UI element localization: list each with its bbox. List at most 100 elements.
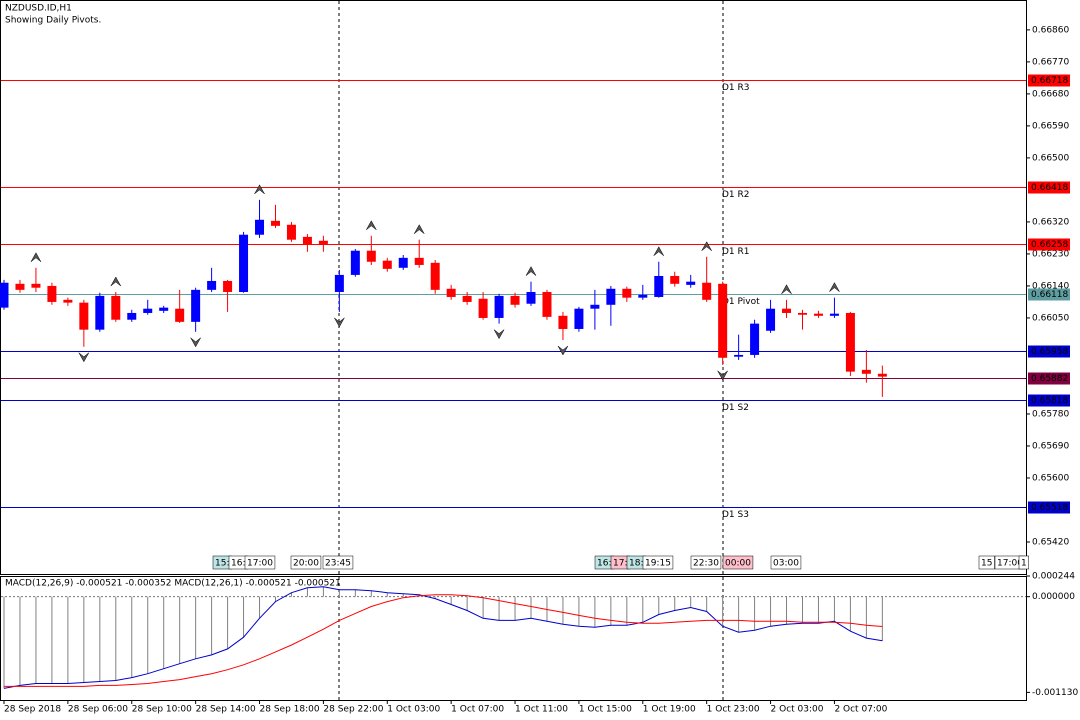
macd-line [4,594,883,687]
fractal-up [525,266,537,276]
chart-title: NZDUSD.ID,H1 [5,4,72,14]
candle-body [590,304,600,309]
macd-frame [0,576,1027,701]
x-tick-label: 1 Oct 07:00 [451,705,504,715]
price-tag-label: 0.65882 [1031,374,1068,384]
price-tag [1028,288,1070,301]
price-tag [1028,74,1070,87]
x-tick-label: 1 Oct 19:00 [643,705,696,715]
price-tag-label: 0.66118 [1031,290,1068,300]
candle-body [606,288,616,305]
fractal-down [717,370,728,381]
time-marker-box [978,555,995,570]
candle-body [526,291,536,304]
fractal-up [30,252,42,262]
y-tick-label: 0.66050 [1032,313,1069,323]
price-tag-label: 0.65818 [1031,396,1068,406]
candle-body [127,312,137,320]
x-tick-label: 28 Sep 06:00 [68,705,128,715]
candle-body [175,308,185,322]
time-marker-box [770,555,802,570]
candle-body [845,312,855,372]
time-marker: 22:30 [693,559,719,569]
time-marker: 17:00 [247,559,273,569]
candle-body [350,250,360,275]
candle-body [574,308,584,329]
y-tick-label: -0.001130 [1032,688,1078,698]
candle-body [877,373,887,377]
y-tick-label: 0.66500 [1032,153,1069,163]
fractal-down [493,329,505,340]
candle-body [430,262,440,290]
time-marker: 20:00 [293,559,319,569]
time-marker-box [1018,555,1029,570]
fractal-down [557,345,569,356]
candle-body [191,289,201,322]
fractal-down [190,337,201,348]
candle-body [111,295,121,320]
candle-body [318,240,328,244]
x-tick-label: 28 Sep 14:00 [196,705,256,715]
price-tag-label: 0.65958 [1031,347,1068,357]
time-marker: 19:15 [645,559,671,569]
candle-body [239,234,249,292]
candle-body [143,308,153,313]
candle-body [558,315,568,329]
time-marker: 16: [231,559,245,569]
price-tag-label: 0.66718 [1031,76,1068,86]
time-marker: 15: [215,559,229,569]
candle-body [510,295,520,305]
candle-body [446,288,456,297]
candle-body [286,224,296,240]
price-tag [1028,238,1070,251]
candle-body [782,308,792,313]
candle-body [766,308,776,331]
x-tick-label: 28 Sep 18:00 [260,705,320,715]
fractal-up [254,184,265,195]
fractal-up [110,276,122,287]
level-label: D1 Pivot [722,297,760,307]
time-marker: 16: [597,559,611,569]
price-tag [1028,501,1070,514]
candle-body [366,250,376,262]
level-label: D1 S3 [722,510,749,520]
candle-body [63,299,73,303]
candle-body [15,283,25,290]
candle-body [702,282,712,300]
candle-body [638,294,648,298]
fractal-down [334,317,345,328]
candle-body [159,307,169,311]
time-marker: 1 [1021,559,1027,569]
y-tick-label: 0.66590 [1032,121,1069,131]
fractal-up [653,246,664,256]
candle-body [718,283,728,358]
candle-body [398,257,408,268]
candle-body [542,291,552,317]
candle-body [494,295,504,318]
candle-body [255,219,265,235]
candle-body [798,312,807,315]
candle-body [686,281,696,285]
level-label: D1 R1 [722,247,750,257]
candle-body [750,323,760,355]
candle-body [382,260,392,269]
candle-body [31,283,41,288]
time-marker-box [722,555,754,570]
price-tag-label: 0.66258 [1031,240,1068,250]
candle-body [207,280,217,290]
candle-body [47,285,57,302]
y-tick-label: 0.66320 [1032,217,1069,227]
x-tick-label: 2 Oct 03:00 [771,705,824,715]
level-label: D1 R2 [722,190,750,200]
x-tick-label: 28 Sep 2018 [4,705,61,715]
y-tick-label: 0.000000 [1032,592,1075,602]
y-tick-label: 0.000244 [1032,572,1075,582]
time-marker-box [642,555,674,570]
time-marker-box [290,555,322,570]
y-tick-label: 0.66770 [1032,57,1069,67]
time-marker: 03:00 [773,559,799,569]
x-tick-label: 1 Oct 03:00 [387,705,440,715]
x-tick-label: 1 Oct 11:00 [515,705,568,715]
candle-body [654,275,664,297]
